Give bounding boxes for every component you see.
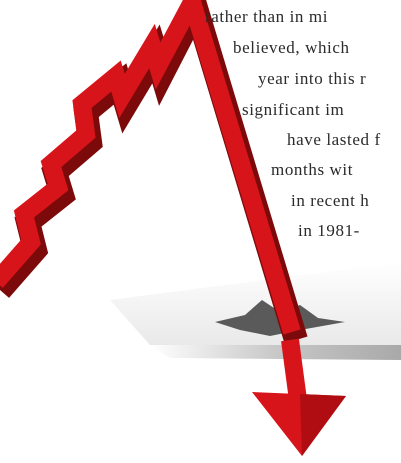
text-line: believed, which bbox=[233, 38, 350, 57]
page: rather than in mi believed, which year i… bbox=[0, 0, 401, 463]
text-line: year into this r bbox=[258, 69, 366, 88]
text-line: significant im bbox=[242, 100, 344, 119]
platform-edge bbox=[150, 345, 401, 360]
arrow-head-shade bbox=[300, 394, 346, 456]
text-line: have lasted f bbox=[287, 130, 381, 149]
text-line: months wit bbox=[271, 160, 353, 179]
text-line: in recent h bbox=[291, 191, 369, 210]
arrow-shaft bbox=[290, 340, 298, 400]
text-line: rather than in mi bbox=[205, 7, 328, 26]
text-line: in 1981- bbox=[298, 221, 360, 240]
